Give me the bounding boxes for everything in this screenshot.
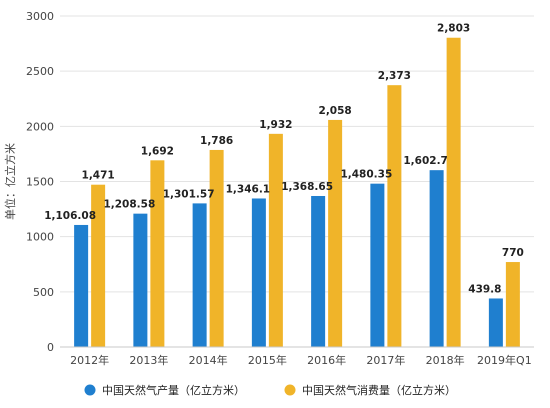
- bar-production: [74, 224, 89, 347]
- data-label-consumption: 2,058: [319, 105, 352, 117]
- data-label-consumption: 1,471: [82, 170, 115, 182]
- gridlines: [60, 15, 534, 293]
- x-tick-label: 2019年Q1: [477, 353, 532, 367]
- data-label-consumption: 1,932: [259, 119, 292, 131]
- bar-production: [133, 213, 148, 347]
- y-tick-label: 1000: [26, 231, 54, 244]
- data-label-production: 1,480.35: [340, 169, 392, 181]
- data-label-production: 1,346.1: [226, 183, 271, 195]
- bar-consumption: [328, 119, 343, 348]
- legend-marker: [84, 384, 96, 396]
- data-label-consumption: 1,692: [141, 145, 174, 157]
- y-tick-label: 2000: [26, 120, 54, 133]
- data-label-production: 439.8: [468, 283, 501, 295]
- data-labels: 1,106.08 1,471 1,208.58 1,692 1,301.57 1,786 1…: [44, 23, 524, 296]
- y-tick-label: 3000: [26, 10, 54, 23]
- data-label-consumption: 770: [502, 247, 524, 259]
- data-label-production: 1,602.7: [403, 155, 448, 167]
- bar-consumption: [91, 184, 106, 347]
- x-axis-ticks: 2012年 2013年 2014年 2015年 2016年 2017年 2018年 2019年…: [70, 353, 532, 367]
- y-axis-ticks: 0 500 1000 1500 2000 2500 3000: [26, 10, 54, 354]
- legend-marker: [284, 384, 296, 396]
- y-tick-label: 0: [47, 341, 54, 354]
- y-tick-label: 2500: [26, 65, 54, 78]
- bar-consumption: [209, 149, 224, 347]
- y-axis-label: 单位：亿立方米: [3, 143, 17, 220]
- bar-consumption: [387, 85, 402, 347]
- bar-production: [429, 170, 444, 347]
- bar-production: [192, 203, 207, 347]
- y-tick-label: 500: [33, 286, 54, 299]
- data-label-production: 1,368.65: [281, 181, 333, 193]
- bar-consumption: [446, 37, 461, 348]
- bar-consumption: [505, 262, 520, 347]
- legend: 中国天然气产量（亿立方米） 中国天然气消费量（亿立方米）: [84, 383, 456, 397]
- x-tick-label: 2018年: [426, 353, 465, 367]
- x-tick-label: 2015年: [248, 353, 287, 367]
- bar-production: [370, 183, 385, 347]
- x-tick-label: 2012年: [70, 353, 109, 367]
- data-label-production: 1,208.58: [103, 199, 155, 211]
- data-label-production: 1,301.57: [163, 188, 215, 200]
- bar-consumption: [150, 160, 165, 347]
- bar-consumption: [268, 133, 283, 347]
- x-tick-label: 2017年: [366, 353, 405, 367]
- bar-production: [488, 298, 503, 347]
- bars: [74, 37, 520, 348]
- x-tick-label: 2016年: [307, 353, 346, 367]
- bar-production: [251, 198, 266, 347]
- legend-label: 中国天然气产量（亿立方米）: [102, 383, 245, 397]
- x-tick-label: 2013年: [129, 353, 168, 367]
- data-label-consumption: 1,786: [200, 135, 233, 147]
- data-label-consumption: 2,373: [378, 70, 411, 82]
- data-label-consumption: 2,803: [437, 23, 470, 35]
- legend-label: 中国天然气消费量（亿立方米）: [302, 383, 456, 397]
- x-tick-label: 2014年: [189, 353, 228, 367]
- y-tick-label: 1500: [26, 176, 54, 189]
- bar-production: [311, 195, 326, 347]
- data-label-production: 1,106.08: [44, 210, 96, 222]
